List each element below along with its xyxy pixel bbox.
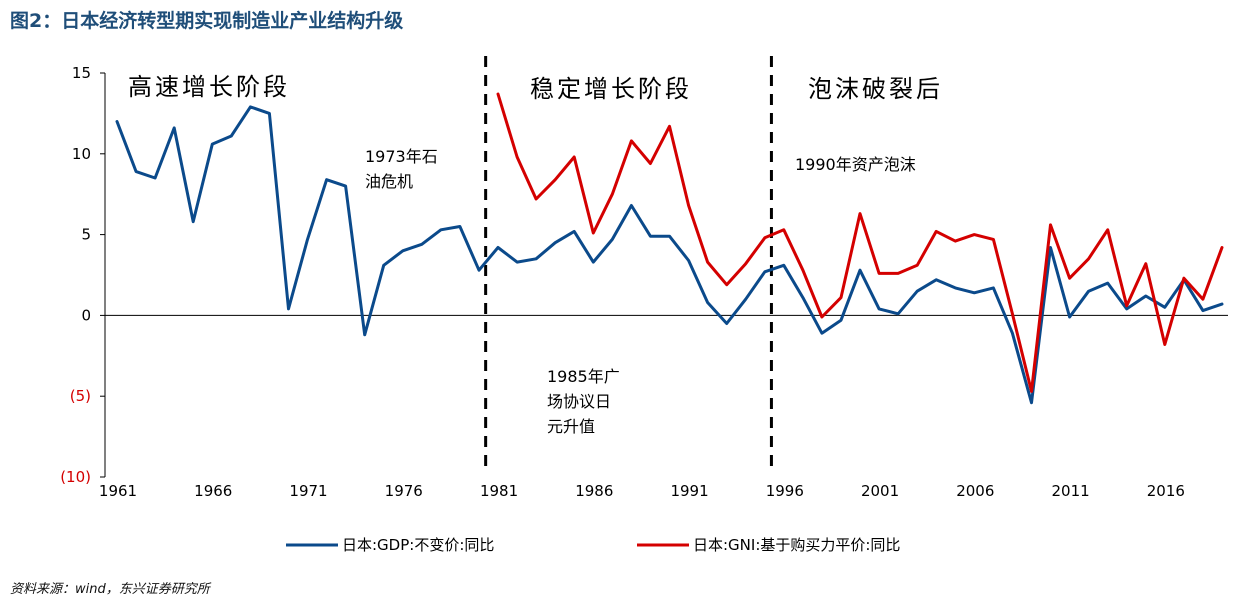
x-tick-label: 1991: [670, 482, 708, 500]
gni-series-line: [496, 92, 1224, 393]
y-tick-label: (5): [70, 387, 91, 405]
chart-legend: 日本:GDP:不变价:同比 日本:GNI:基于购买力平价:同比: [286, 536, 900, 554]
source-note: 资料来源：wind，东兴证券研究所: [10, 582, 210, 597]
legend-label: 日本:GDP:不变价:同比: [342, 536, 494, 554]
phase-label: 稳定增长阶段: [530, 75, 692, 103]
legend-label: 日本:GNI:基于购买力平价:同比: [693, 536, 900, 554]
x-tick-label: 1981: [480, 482, 518, 500]
x-tick-label: 1961: [99, 482, 137, 500]
annotation-line: 油危机: [365, 172, 413, 191]
phase-label: 泡沫破裂后: [808, 75, 943, 103]
x-tick-label: 1966: [194, 482, 232, 500]
x-tick-label: 1986: [575, 482, 613, 500]
x-tick-label: 1971: [289, 482, 327, 500]
x-tick-label: 1976: [385, 482, 423, 500]
annotation-line: 1985年广: [547, 367, 620, 386]
annotation-line: 元升值: [547, 417, 595, 436]
y-tick-label: (10): [60, 468, 91, 486]
phase-label: 高速增长阶段: [128, 73, 290, 101]
phase-dividers: [484, 56, 773, 474]
gdp-series-line: [115, 105, 1224, 405]
x-tick-label: 2016: [1147, 482, 1185, 500]
annotation-line: 场协议日: [547, 392, 611, 411]
x-tick-label: 2006: [956, 482, 994, 500]
x-tick-label: 2011: [1051, 482, 1089, 500]
chart-series: [115, 92, 1224, 405]
x-tick-label: 2001: [861, 482, 899, 500]
figure-title: 图2：日本经济转型期实现制造业产业结构升级: [10, 10, 404, 32]
y-tick-label: 10: [72, 145, 91, 163]
annotation-line: 1973年石: [365, 147, 438, 166]
y-tick-label: 15: [72, 64, 91, 82]
y-tick-label: 5: [81, 226, 91, 244]
annotation-line: 1990年资产泡沫: [795, 155, 916, 174]
x-tick-label: 1996: [766, 482, 804, 500]
chart-axes: (10) (5) 0 5 10 15 1961 1966 1971 1976 1981 1986 199…: [60, 64, 1228, 500]
y-tick-label: 0: [81, 306, 91, 324]
